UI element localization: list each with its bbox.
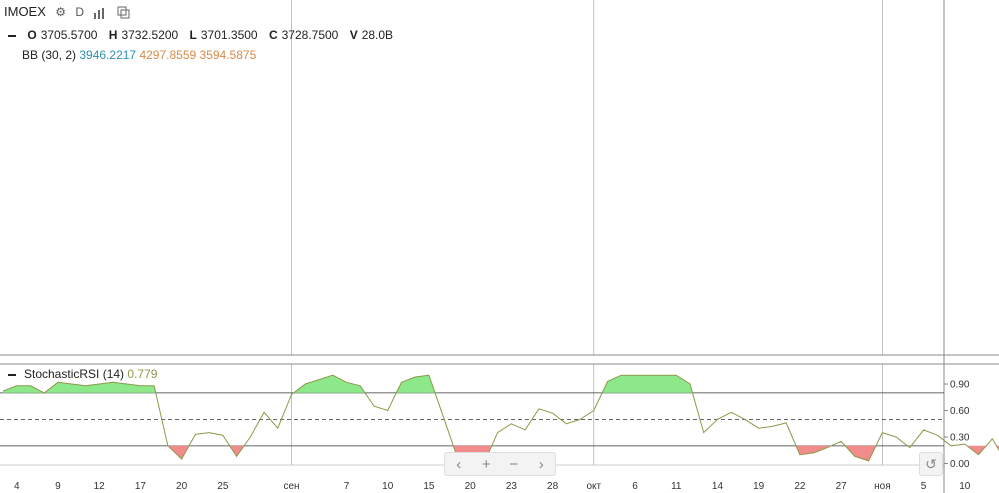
open-value: 3705.5700 [40,28,98,42]
stoch-label: StochasticRSI (14) [24,367,125,381]
scroll-left-button[interactable]: ‹ [456,455,462,473]
chart-nav-toolbar: ‹ + − › [444,452,556,476]
stoch-legend[interactable]: StochasticRSI (14) 0.779 [8,367,157,381]
date-tick-label: 19 [753,481,765,492]
high-key: H [108,28,118,42]
high-value: 3732.5200 [121,28,179,42]
oversold-fill [967,445,987,455]
date-tick-label: 20 [176,481,188,492]
date-tick-label: 5 [921,481,927,492]
symbol-label[interactable]: IMOEX [4,4,46,19]
date-tick-label: ноя [874,481,891,492]
volume-value: 28.0B [361,28,394,42]
gear-icon[interactable]: ⚙ [55,5,67,19]
date-tick-label: 28 [547,481,559,492]
date-tick-label: 22 [794,481,806,492]
zoom-in-button[interactable]: + [481,455,491,473]
low-key: L [189,28,197,42]
date-tick-label: 15 [423,481,435,492]
overbought-fill [602,375,693,393]
date-tick-label: 11 [671,481,682,492]
scroll-right-button[interactable]: › [538,455,544,473]
compare-icon[interactable] [117,5,130,19]
date-tick-label: 23 [506,481,518,492]
date-tick-label: 6 [632,481,638,492]
oversold-fill [845,445,876,461]
osc-tick-label: 0.90 [950,380,970,391]
date-tick-label: 20 [465,481,477,492]
date-tick-label: 4 [14,481,20,492]
volume-key: V [349,28,358,42]
reset-icon[interactable]: ↺ [919,452,943,476]
open-key: O [27,28,37,42]
ohlc-legend: O 3705.5700 H 3732.5200 L 3701.3500 C 3728.7… [8,28,393,42]
interval-label[interactable]: D [75,5,85,19]
bb-label: BB (30, 2) [22,48,77,62]
bar-chart-icon[interactable] [93,5,107,19]
date-tick-label: 27 [836,481,848,492]
osc-tick-label: 0.60 [950,406,970,417]
overbought-fill [396,375,435,393]
oversold-fill [167,445,189,460]
date-tick-label: 12 [94,481,106,492]
oversold-fill [229,445,245,457]
date-tick-label: сен [283,481,299,492]
date-tick-label: 7 [344,481,350,492]
osc-tick-label: 0.30 [950,433,970,444]
symbol-toolbar: IMOEX ⚙ D [4,4,130,19]
bb-mid-value: 3946.2217 [79,48,137,62]
date-tick-label: 10 [959,481,971,492]
low-value: 3701.3500 [200,28,258,42]
date-tick-label: 17 [135,481,147,492]
close-value: 3728.7500 [281,28,339,42]
overbought-fill [44,382,156,393]
oversold-fill [796,445,832,455]
legend-dash-icon[interactable] [8,34,16,37]
stoch-rsi-line [2,374,999,464]
date-tick-label: 10 [382,481,394,492]
date-tick-label: окт [586,481,601,492]
zoom-out-button[interactable]: − [509,455,519,473]
bb-legend[interactable]: BB (30, 2) 3946.2217 4297.8559 3594.5875 [22,48,256,62]
date-tick-label: 25 [217,481,229,492]
overbought-fill [293,375,365,393]
date-tick-label: 9 [55,481,61,492]
bb-lower-value: 3594.5875 [199,48,257,62]
stoch-value: 0.779 [127,367,158,381]
bb-upper-value: 4297.8559 [139,48,197,62]
legend-dash-icon[interactable] [8,373,16,376]
close-key: C [268,28,278,42]
osc-tick-label: 0.00 [950,459,970,470]
date-tick-label: 14 [712,481,724,492]
